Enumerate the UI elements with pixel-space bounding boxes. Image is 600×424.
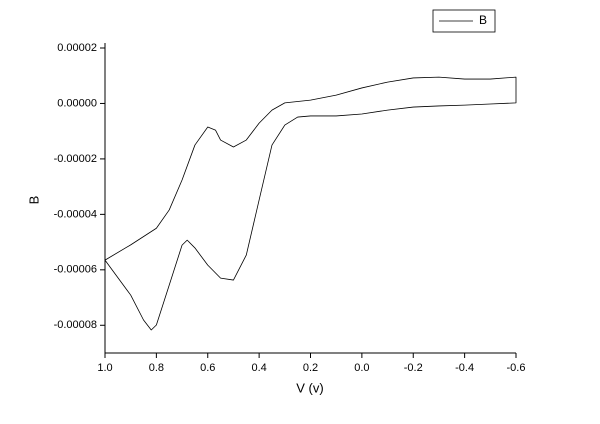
x-tick-label: -0.2 (404, 362, 423, 374)
y-tick-label: -0.00006 (54, 264, 97, 276)
x-tick-label: 0.0 (354, 362, 369, 374)
x-tick-label: 0.4 (251, 362, 266, 374)
y-tick-label: -0.00002 (54, 153, 97, 165)
x-tick-label: 0.8 (149, 362, 164, 374)
x-tick-label: -0.6 (507, 362, 526, 374)
y-axis-label: B (26, 196, 41, 205)
y-tick-label: -0.00004 (54, 208, 97, 220)
series-line (104, 76, 517, 331)
x-tick-label: -0.4 (455, 362, 474, 374)
y-tick-label: 0.00002 (57, 42, 97, 54)
x-tick-label: 1.0 (97, 362, 112, 374)
y-tick-label: -0.00008 (54, 319, 97, 331)
x-tick-label: 0.2 (303, 362, 318, 374)
legend-label: B (479, 13, 487, 27)
y-tick-label: 0.00000 (57, 97, 97, 109)
x-tick-label: 0.6 (200, 362, 215, 374)
x-axis-label: V (v) (296, 380, 323, 395)
